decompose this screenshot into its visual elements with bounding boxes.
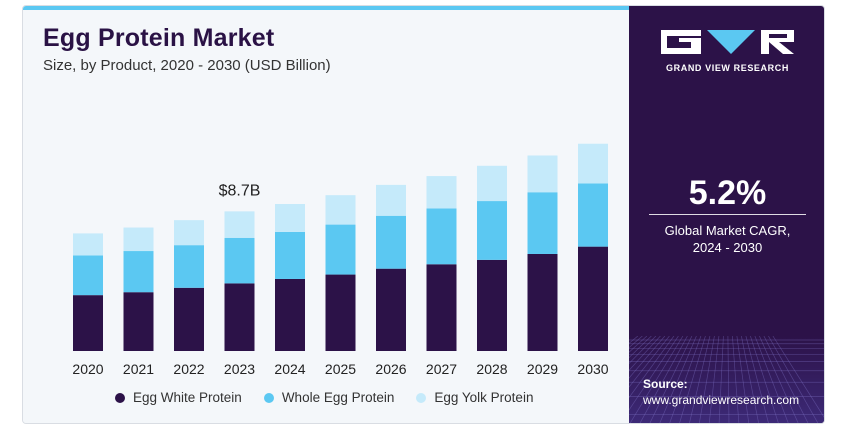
bar-2026-egg-white-protein <box>376 268 406 351</box>
bar-2027-egg-white-protein <box>426 264 457 351</box>
cagr-label: Global Market CAGR, 2024 - 2030 <box>629 222 824 256</box>
x-tick-label-2027: 2027 <box>426 361 457 377</box>
bar-2028-egg-yolk-protein <box>477 165 507 202</box>
x-tick-label-2022: 2022 <box>173 361 204 377</box>
annotation-2023: $8.7B <box>219 182 261 199</box>
x-tick-label-2030: 2030 <box>577 361 608 377</box>
accent-bar <box>23 6 629 10</box>
legend-item-egg-white: Egg White Protein <box>115 390 242 405</box>
legend-swatch-egg-yolk <box>416 392 427 403</box>
chart-subtitle: Size, by Product, 2020 - 2030 (USD Billi… <box>43 57 331 74</box>
x-tick-label-2021: 2021 <box>123 361 154 377</box>
bar-2026-egg-yolk-protein <box>376 184 406 216</box>
grand-view-research-logo <box>661 30 794 54</box>
bar-chart: 2020 2021 2022 2023 $8.7B 2024 2025 2026 2027 202… <box>72 143 609 377</box>
chart-card: Egg Protein Market Size, by Product, 202… <box>22 5 825 424</box>
bar-2030-egg-yolk-protein <box>578 143 608 184</box>
legend-swatch-egg-white <box>115 392 125 403</box>
bar-2023-egg-white-protein <box>224 283 255 351</box>
bar-2027-egg-yolk-protein <box>426 176 457 209</box>
brand-name: GRAND VIEW RESEARCH <box>666 63 789 73</box>
bar-2020-egg-yolk-protein <box>73 233 103 256</box>
bar-2029-egg-white-protein <box>527 253 558 351</box>
legend-label-egg-white: Egg White Protein <box>133 390 242 405</box>
grid-floor-graphic <box>629 336 824 423</box>
bar-2020-whole-egg-protein <box>73 255 103 296</box>
bar-2025-whole-egg-protein <box>325 224 356 275</box>
source-label: Source: <box>643 377 688 391</box>
legend-label-egg-yolk: Egg Yolk Protein <box>434 390 534 405</box>
bar-2021-egg-yolk-protein <box>123 227 154 252</box>
cagr-label-line2: 2024 - 2030 <box>692 240 763 255</box>
cagr-value: 5.2% <box>688 174 767 212</box>
legend-item-egg-yolk: Egg Yolk Protein <box>416 390 533 405</box>
x-tick-label-2023: 2023 <box>224 361 255 377</box>
x-tick-label-2025: 2025 <box>325 361 356 377</box>
bar-2022-egg-white-protein <box>174 287 204 351</box>
bar-2030-whole-egg-protein <box>578 183 608 247</box>
chart-panel: Egg Protein Market Size, by Product, 202… <box>23 6 629 423</box>
x-tick-label-2029: 2029 <box>527 361 558 377</box>
bar-2028-egg-white-protein <box>477 259 507 351</box>
x-tick-label-2026: 2026 <box>375 361 406 377</box>
bar-2029-egg-yolk-protein <box>527 155 558 193</box>
cagr-divider <box>649 214 806 215</box>
side-panel: GRAND VIEW RESEARCH 5.2% Global Market C… <box>629 6 824 423</box>
bar-2022-whole-egg-protein <box>174 245 204 288</box>
legend-item-whole-egg: Whole Egg Protein <box>263 390 395 405</box>
bar-2027-whole-egg-protein <box>426 208 457 265</box>
source-link[interactable]: www.grandviewresearch.com <box>643 393 800 407</box>
bar-2021-whole-egg-protein <box>123 251 154 293</box>
x-tick-label-2020: 2020 <box>72 361 103 377</box>
bar-2024-whole-egg-protein <box>275 231 305 279</box>
bar-2025-egg-yolk-protein <box>325 195 356 225</box>
cagr-label-line1: Global Market CAGR, <box>664 223 791 238</box>
bar-2020-egg-white-protein <box>73 295 103 351</box>
chart-title: Egg Protein Market <box>43 24 275 52</box>
bar-2024-egg-yolk-protein <box>275 204 305 232</box>
bar-2022-egg-yolk-protein <box>174 220 204 246</box>
bar-2026-whole-egg-protein <box>376 215 406 269</box>
bar-2024-egg-white-protein <box>275 278 305 351</box>
x-tick-label-2028: 2028 <box>476 361 507 377</box>
legend-swatch-whole-egg <box>263 392 274 403</box>
legend-label-whole-egg: Whole Egg Protein <box>281 390 395 405</box>
bar-2030-egg-white-protein <box>578 246 608 351</box>
bar-2028-whole-egg-protein <box>477 201 507 260</box>
bar-2023-whole-egg-protein <box>224 237 255 284</box>
chart-legend: Egg White Protein Whole Egg Protein Egg … <box>115 390 555 405</box>
bar-2023-egg-yolk-protein <box>224 211 255 238</box>
bar-2029-whole-egg-protein <box>527 192 558 254</box>
bar-2021-egg-white-protein <box>123 292 154 351</box>
x-tick-label-2024: 2024 <box>274 361 305 377</box>
bar-2025-egg-white-protein <box>325 274 356 351</box>
